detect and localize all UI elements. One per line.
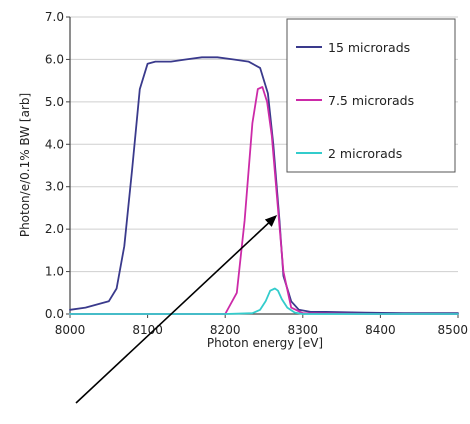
legend: 15 microrads 7.5 microrads 2 microrads <box>286 18 456 173</box>
x-tick-label: 8300 <box>288 323 319 337</box>
x-axis-label: Photon energy [eV] <box>207 336 323 350</box>
series-lines <box>69 56 459 315</box>
series-line-15-microrads <box>69 56 459 315</box>
x-tick-label: 8200 <box>210 323 241 337</box>
legend-label-15-microrads: 15 microrads <box>328 40 410 55</box>
legend-entry-15-microrads: 15 microrads <box>296 40 410 55</box>
tick-labels: 0.0 1.0 2.0 3.0 4.0 5.0 6.0 7.0 8000 8100 8200 8300… <box>45 10 468 337</box>
legend-label-2-microrads: 2 microrads <box>328 146 402 161</box>
x-tick-label: 8400 <box>365 323 396 337</box>
x-tick-label: 8100 <box>132 323 163 337</box>
annotation-arrow <box>75 215 278 404</box>
series-line-2-microrads <box>69 287 459 315</box>
series-line-7-5-microrads <box>69 86 459 315</box>
y-tick-label: 4.0 <box>45 137 64 151</box>
y-axis-label: Photon/e/0.1% BW [arb] <box>18 93 32 237</box>
y-tick-label: 3.0 <box>45 180 64 194</box>
legend-label-7-5-microrads: 7.5 microrads <box>328 93 414 108</box>
y-tick-label: 2.0 <box>45 222 64 236</box>
y-tick-label: 0.0 <box>45 307 64 321</box>
legend-entry-7-5-microrads: 7.5 microrads <box>296 93 414 108</box>
y-tick-label: 5.0 <box>45 95 64 109</box>
y-tick-label: 7.0 <box>45 10 64 24</box>
legend-box <box>286 18 456 173</box>
x-tick-label: 8500 <box>437 323 468 337</box>
x-tick-label: 8000 <box>55 323 86 337</box>
legend-entry-2-microrads: 2 microrads <box>296 146 402 161</box>
y-tick-label: 1.0 <box>45 265 64 279</box>
y-tick-label: 6.0 <box>45 52 64 66</box>
